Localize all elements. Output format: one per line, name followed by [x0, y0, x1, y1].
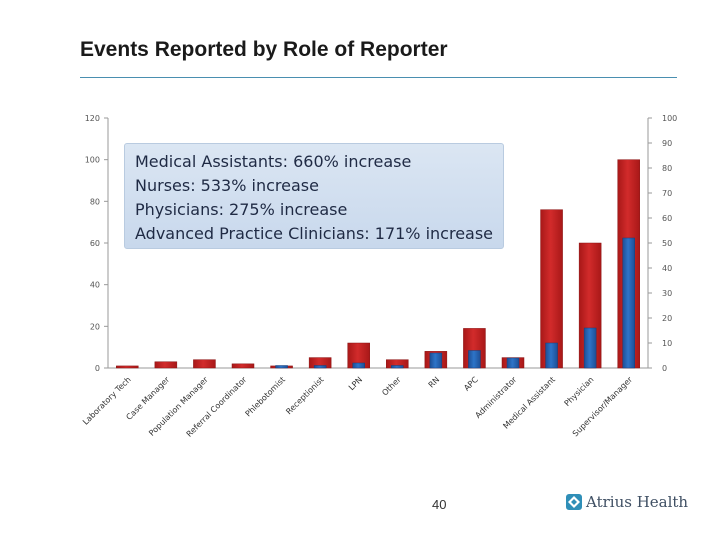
- left-axis-tick-label: 60: [90, 239, 100, 248]
- page-number: 40: [432, 497, 447, 512]
- right-axis-tick-label: 20: [662, 314, 672, 323]
- left-axis-tick-label: 0: [95, 364, 100, 373]
- category-label: APC: [462, 375, 480, 393]
- bar-blue-5: [313, 365, 327, 369]
- right-axis-tick-label: 0: [662, 364, 667, 373]
- callout-line-physicians: Physicians: 275% increase: [135, 200, 348, 219]
- bar-blue-6: [352, 362, 365, 369]
- left-axis-tick-label: 80: [90, 197, 100, 206]
- right-axis-tick-label: 100: [662, 114, 677, 123]
- bar-blue-9: [468, 350, 481, 369]
- right-axis-tick-label: 80: [662, 164, 672, 173]
- right-axis-tick-label: 50: [662, 239, 672, 248]
- right-axis-tick-label: 70: [662, 189, 672, 198]
- title-rule: [80, 77, 677, 78]
- category-label: Laboratory Tech: [81, 375, 133, 427]
- right-axis-tick-label: 60: [662, 214, 672, 223]
- category-label: Physician: [563, 375, 596, 408]
- left-axis-tick-label: 40: [90, 281, 100, 290]
- atrius-health-logo: Atrius Health: [566, 493, 688, 511]
- bar-blue-10: [506, 357, 520, 369]
- logo-text: Atrius Health: [586, 493, 689, 511]
- bar-blue-13: [622, 237, 635, 369]
- callout-line-medical-assistants: Medical Assistants: 660% increase: [135, 152, 412, 171]
- bar-blue-7: [391, 365, 404, 369]
- bar-red-0: [116, 365, 139, 369]
- left-axis-tick-label: 120: [85, 114, 100, 123]
- left-axis-tick-label: 100: [85, 156, 100, 165]
- category-label: Other: [380, 375, 403, 398]
- category-label: RN: [427, 375, 442, 390]
- bar-red-1: [154, 361, 178, 369]
- right-axis-tick-label: 90: [662, 139, 672, 148]
- callout-box: Medical Assistants: 660% increase Nurses…: [124, 143, 504, 249]
- bar-blue-4: [275, 365, 288, 369]
- right-axis-tick-label: 10: [662, 339, 672, 348]
- callout-line-nurses: Nurses: 533% increase: [135, 176, 319, 195]
- category-label: LPN: [347, 375, 364, 392]
- right-axis-tick-label: 40: [662, 264, 672, 273]
- bar-red-3: [231, 363, 255, 369]
- atrius-logo-icon: [566, 494, 582, 510]
- category-label: Phlebotomist: [244, 375, 287, 418]
- left-axis-tick-label: 20: [90, 322, 100, 331]
- bar-blue-12: [583, 327, 597, 369]
- bar-blue-8: [429, 352, 443, 369]
- callout-line-advanced-practice: Advanced Practice Clinicians: 171% incre…: [135, 224, 494, 243]
- slide-title: Events Reported by Role of Reporter: [80, 38, 448, 61]
- bar-blue-11: [545, 342, 558, 369]
- bar-red-2: [193, 359, 216, 369]
- category-label: Receptionist: [284, 375, 325, 416]
- right-axis-tick-label: 30: [662, 289, 672, 298]
